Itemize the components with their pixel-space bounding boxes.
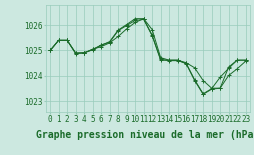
X-axis label: Graphe pression niveau de la mer (hPa): Graphe pression niveau de la mer (hPa) <box>36 130 254 140</box>
